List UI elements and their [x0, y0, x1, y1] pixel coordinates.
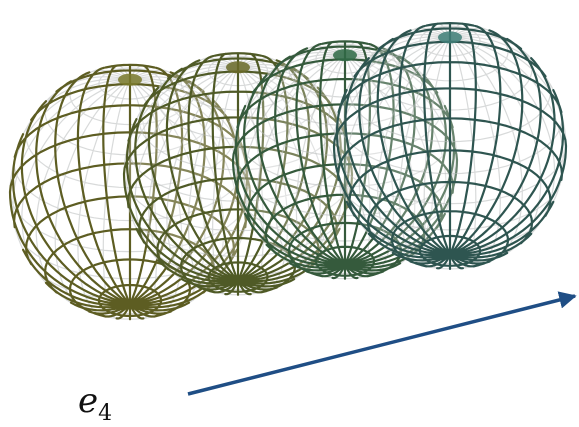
- sphere-pole: [333, 49, 357, 61]
- sphere-pole: [118, 74, 142, 86]
- figure: e4: [0, 0, 579, 427]
- sphere-pole: [226, 61, 250, 73]
- spheres: [10, 23, 566, 319]
- sphere-pole: [438, 31, 462, 43]
- label-base: e: [78, 381, 98, 421]
- axis-label: e4: [78, 381, 112, 426]
- page: e4 (() => { const data = JSON.parse(docu…: [0, 0, 579, 427]
- axis-arrow: [188, 296, 575, 394]
- label-subscript: 4: [98, 401, 112, 426]
